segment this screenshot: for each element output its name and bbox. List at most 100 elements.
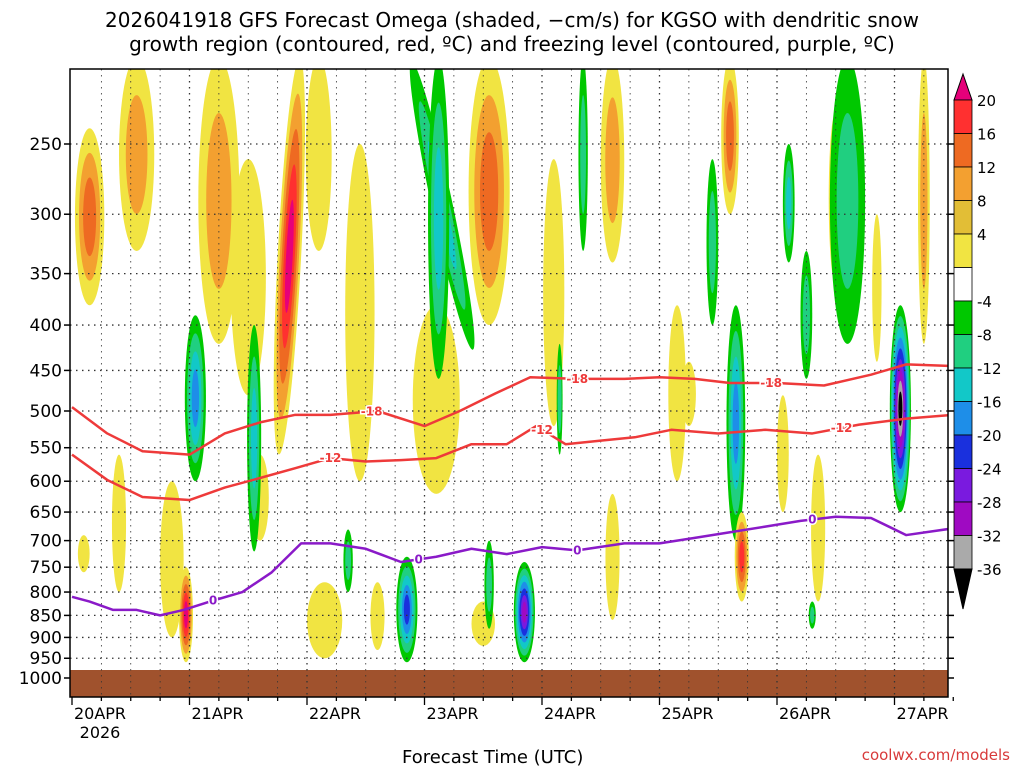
- y-tick-label-700: 700: [30, 532, 62, 552]
- omega-blob-g1-1: [580, 95, 587, 214]
- omega-blob-g11-1: [810, 606, 815, 624]
- colorbar-segment-3: [953, 166, 973, 201]
- chart-title-line-2: growth region (contoured, red, ºC) and f…: [129, 32, 895, 56]
- omega-blob-feature-3-4: [403, 594, 410, 625]
- credit-link[interactable]: coolwx.com/models: [861, 746, 1010, 764]
- y-tick-label-500: 500: [30, 402, 62, 422]
- contour-label-0-1: -18: [760, 376, 782, 390]
- omega-blob-y10-0: [668, 305, 686, 482]
- y-tick-label-650: 650: [30, 503, 62, 523]
- colorbar-label-4: 4: [977, 226, 987, 244]
- colorbar-label-6: -8: [977, 327, 992, 345]
- omega-blob-y2-1: [206, 113, 232, 289]
- axes: 2503003504004505005506006507007508008509…: [19, 68, 954, 742]
- chart-title-line-1: 2026041918 GFS Forecast Omega (shaded, −…: [105, 8, 919, 32]
- contour-label-1-2: -12: [831, 421, 853, 435]
- contour-label-2-0: 0: [209, 594, 217, 608]
- chart-title: 2026041918 GFS Forecast Omega (shaded, −…: [0, 8, 1024, 56]
- omega-blob-y9-1: [605, 97, 620, 224]
- omega-blob-y22-0: [811, 454, 826, 602]
- contour-0: [71, 363, 948, 456]
- omega-blob-g3-2: [250, 387, 258, 489]
- y-tick-label-750: 750: [30, 558, 62, 578]
- y-tick-label-550: 550: [30, 439, 62, 459]
- omega-blob-g10-1: [486, 557, 493, 612]
- colorbar-label-2: 12: [977, 159, 996, 177]
- omega-blob-feature-4-6: [522, 601, 527, 623]
- omega-blob-y19-0: [77, 535, 90, 573]
- colorbar-segment-12: [953, 468, 973, 503]
- omega-blob-y21-0: [777, 395, 789, 513]
- colorbar-segment-14: [953, 535, 973, 570]
- plot-frame: [69, 68, 949, 698]
- colorbar-label-9: -20: [977, 427, 1002, 445]
- y-tick-label-250: 250: [30, 135, 62, 155]
- contour-lines: -18 -18 -18 -12 -12 -12 0 0 0 0: [71, 363, 948, 617]
- contour-label-1-1: -12: [531, 423, 553, 437]
- y-tick-label-950: 950: [30, 649, 62, 669]
- colorbar-segment-11: [953, 434, 973, 469]
- y-tick-label-800: 800: [30, 583, 62, 603]
- colorbar-segment-9: [953, 367, 973, 402]
- colorbar-label-13: -36: [977, 561, 1002, 579]
- omega-blob-g4-1: [708, 191, 716, 294]
- omega-blob-y16-0: [370, 582, 385, 651]
- x-axis-title: Forecast Time (UTC): [402, 747, 584, 768]
- colorbar-label-11: -28: [977, 494, 1002, 512]
- colorbar-label-1: 16: [977, 126, 996, 144]
- omega-blob-y4-0: [305, 69, 332, 251]
- omega-blob-feature-2-3: [191, 369, 200, 428]
- omega-blob-g9-1: [345, 541, 352, 581]
- omega-blob-g5-2: [786, 176, 792, 230]
- colorbar-label-10: -24: [977, 461, 1002, 479]
- x-year-label: 2026: [80, 723, 121, 742]
- omega-blob-y3-0: [230, 159, 266, 396]
- x-tick-label-21APR: 21APR: [191, 704, 243, 723]
- omega-blob-y24-1: [920, 113, 928, 289]
- omega-blob-y20-0: [605, 493, 620, 620]
- omega-blob-y25-0: [872, 214, 882, 362]
- omega-blob-y1-1: [125, 95, 148, 214]
- omega-shading: [70, 69, 948, 697]
- x-tick-label-24APR: 24APR: [544, 704, 596, 723]
- y-tick-label-600: 600: [30, 472, 62, 492]
- colorbar-segment-7: [953, 300, 973, 335]
- colorbar-segment-4: [953, 200, 973, 235]
- omega-blob-y0-2: [83, 177, 97, 257]
- omega-blob-y15-0: [307, 582, 343, 659]
- y-tick-label-900: 900: [30, 628, 62, 648]
- y-tick-label-850: 850: [30, 606, 62, 626]
- contour-label-2-2: 0: [573, 543, 581, 557]
- contour-label-0-0: -18: [361, 404, 383, 418]
- colorbar-segment-6: [953, 267, 973, 302]
- colorbar-segment-5: [953, 233, 973, 268]
- colorbar-segment-2: [953, 133, 973, 168]
- omega-blob-feature-6-3: [739, 541, 745, 573]
- colorbar-bottom-arrow: [953, 568, 973, 610]
- omega-blob-y11-2: [726, 101, 734, 171]
- contour-label-1-0: -12: [320, 451, 342, 465]
- colorbar-label-3: 8: [977, 193, 987, 211]
- y-tick-label-1000: 1000: [19, 669, 62, 689]
- omega-blob-feature-0-4: [284, 199, 294, 313]
- colorbar-segment-8: [953, 334, 973, 369]
- colorbar-segment-1: [953, 99, 973, 134]
- x-tick-label-20APR: 20APR: [74, 704, 126, 723]
- colorbar-label-7: -12: [977, 360, 1002, 378]
- omega-blob-g7-1: [802, 275, 810, 355]
- omega-blob-g8-1: [557, 365, 562, 434]
- omega-blob-y7-2: [479, 132, 499, 251]
- omega-blob-y14-0: [160, 481, 184, 638]
- contour-2: [71, 515, 948, 617]
- ground-surface: [70, 670, 948, 697]
- x-tick-label-27APR: 27APR: [896, 704, 948, 723]
- x-tick-label-22APR: 22APR: [309, 704, 361, 723]
- omega-blob-g2-1: [836, 113, 859, 289]
- colorbar-label-0: 20: [977, 92, 996, 110]
- y-tick-label-450: 450: [30, 361, 62, 381]
- y-tick-label-300: 300: [30, 205, 62, 225]
- colorbar-top-arrow: [953, 72, 973, 101]
- omega-blob-y5-0: [345, 143, 375, 482]
- colorbar-label-5: -4: [977, 293, 992, 311]
